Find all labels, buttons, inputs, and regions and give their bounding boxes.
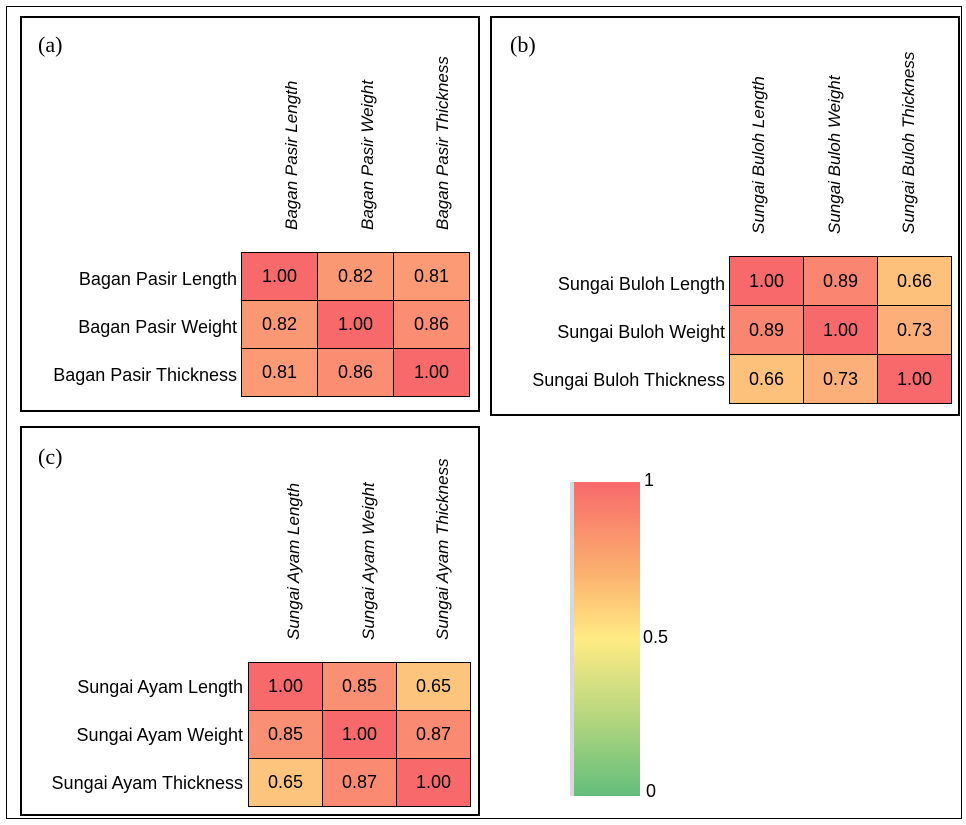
heatmap-cell: 1.00 (729, 256, 804, 306)
heatmap-cell: 0.85 (248, 710, 323, 759)
heatmap-cell: 0.87 (322, 758, 397, 807)
row-label: Bagan Pasir Weight (78, 317, 237, 337)
heatmap-cell: 1.00 (322, 710, 397, 759)
heatmap-panel-a: (a) Bagan Pasir Length Bagan Pasir Weigh… (20, 16, 480, 412)
heatmap-cell: 0.81 (241, 348, 318, 397)
row-label: Sungai Buloh Length (557, 274, 725, 294)
heatmap-cell: 1.00 (241, 252, 318, 301)
row-label: Bagan Pasir Length (78, 269, 237, 289)
heatmap-cell: 0.86 (393, 300, 470, 349)
heatmap-cell: 0.82 (317, 252, 394, 301)
heatmap-cell: 0.87 (396, 710, 471, 759)
color-scale-mid-label: 0.5 (643, 627, 669, 647)
heatmap-panel-b: (b) Sungai Buloh Length Sungai Buloh Wei… (490, 16, 960, 416)
row-label: Sungai Buloh Weight (557, 322, 725, 342)
figure-frame (6, 6, 962, 819)
heatmap-cell: 0.89 (729, 305, 804, 355)
heatmap-cell: 0.65 (248, 758, 323, 807)
panel-label: (a) (38, 32, 63, 57)
row-label: Sungai Ayam Length (77, 677, 243, 697)
row-label: Sungai Ayam Thickness (51, 773, 243, 793)
heatmap-cell: 0.66 (877, 256, 952, 306)
heatmap-cell: 1.00 (317, 300, 394, 349)
heatmap-cell: 1.00 (396, 758, 471, 807)
heatmap-cell: 0.66 (729, 354, 804, 404)
heatmap-cell: 0.86 (317, 348, 394, 397)
heatmap-cell: 0.65 (396, 662, 471, 711)
row-label: Sungai Ayam Weight (76, 725, 243, 745)
heatmap-cell: 0.82 (241, 300, 318, 349)
panel-label: (c) (38, 444, 63, 469)
row-label: Sungai Buloh Thickness (532, 370, 725, 390)
color-scale-min-label: 0 (646, 781, 657, 801)
row-label: Bagan Pasir Thickness (53, 365, 237, 385)
heatmap-cell: 1.00 (248, 662, 323, 711)
heatmap-panel-c: (c) Sungai Ayam Length Sungai Ayam Weigh… (20, 426, 480, 816)
heatmap-cell: 1.00 (877, 354, 952, 404)
heatmap-cell: 0.73 (803, 354, 878, 404)
heatmap-cell: 0.85 (322, 662, 397, 711)
heatmap-cell: 1.00 (803, 305, 878, 355)
heatmap-cell: 1.00 (393, 348, 470, 397)
color-scale-max-label: 1 (644, 470, 655, 490)
color-scale-bar (570, 482, 640, 796)
heatmap-cell: 0.81 (393, 252, 470, 301)
heatmap-cell: 0.89 (803, 256, 878, 306)
heatmap-cell: 0.73 (877, 305, 952, 355)
panel-label: (b) (510, 32, 536, 57)
